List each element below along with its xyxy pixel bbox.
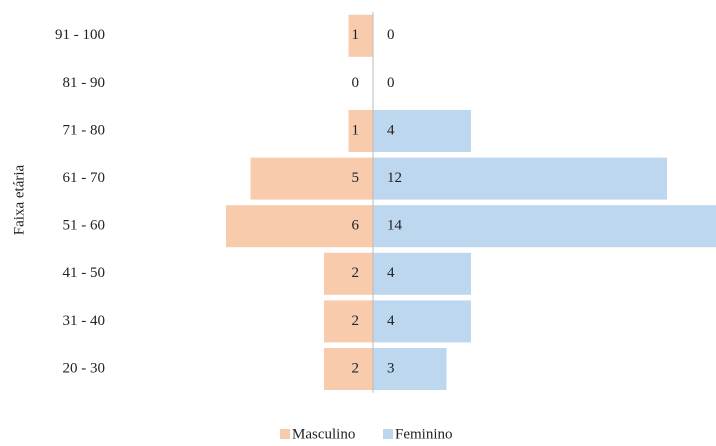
legend-label: Feminino (395, 426, 453, 442)
bar (250, 157, 373, 200)
data-label: 2 (352, 313, 360, 329)
data-label: 14 (387, 218, 403, 234)
category-label: 71 - 80 (63, 122, 106, 138)
data-label: 6 (352, 218, 360, 234)
bar (373, 157, 667, 200)
bar (373, 252, 471, 295)
category-label: 61 - 70 (63, 170, 106, 186)
data-label: 5 (352, 170, 360, 186)
bar (373, 205, 716, 248)
bar (373, 300, 471, 343)
data-label: 2 (352, 265, 360, 281)
legend-swatch (280, 429, 290, 439)
category-label: 51 - 60 (63, 218, 106, 234)
y-axis-label: Faixa etária (11, 164, 27, 235)
category-label: 81 - 90 (63, 75, 106, 91)
category-label: 91 - 100 (55, 27, 105, 43)
legend-label: Masculino (292, 426, 355, 442)
data-label: 2 (352, 360, 360, 376)
data-label: 0 (387, 75, 395, 91)
bar (324, 252, 373, 295)
data-label: 3 (387, 360, 395, 376)
bar (226, 205, 373, 248)
legend-swatch (383, 429, 393, 439)
bar (373, 348, 447, 390)
bar (348, 110, 373, 152)
data-label: 1 (352, 27, 360, 43)
category-label: 20 - 30 (63, 360, 106, 376)
bar (373, 110, 471, 152)
bar (348, 14, 373, 57)
data-label: 4 (387, 313, 395, 329)
data-label: 1 (352, 122, 360, 138)
data-label: 0 (387, 27, 395, 43)
bar (324, 300, 373, 343)
category-label: 31 - 40 (63, 313, 106, 329)
bar (324, 348, 373, 390)
category-label: 41 - 50 (63, 265, 106, 281)
data-label: 12 (387, 170, 402, 186)
data-label: 4 (387, 122, 395, 138)
data-label: 0 (352, 75, 360, 91)
data-label: 4 (387, 265, 395, 281)
